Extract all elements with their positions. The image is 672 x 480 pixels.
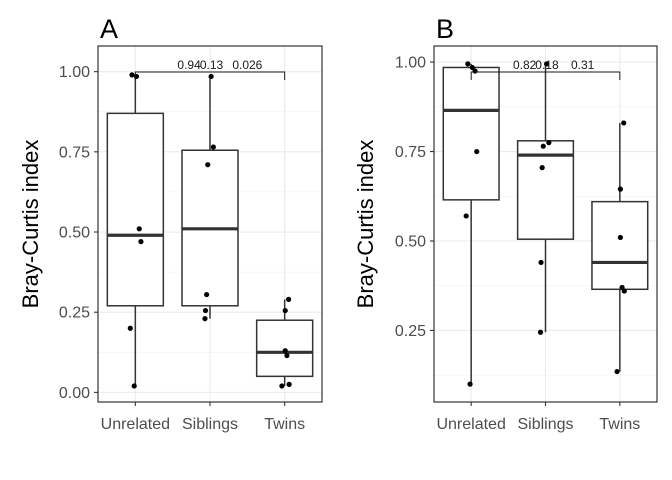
data-point [204,291,210,298]
data-point [546,140,552,146]
y-tick-label: 0.00 [59,385,90,402]
y-axis-title: Bray-Curtis index [18,140,43,309]
data-point [617,186,623,192]
x-tick-label: Unrelated [101,416,170,433]
y-tick-label: 0.50 [395,233,426,250]
data-point [133,73,140,80]
data-point [205,162,211,168]
x-tick-label: Twins [264,416,305,433]
data-point [539,165,545,171]
p-value-label: 0.026 [232,58,262,72]
y-tick-label: 1.00 [59,64,90,81]
data-point [621,288,627,294]
data-point [465,61,471,67]
data-point [202,307,209,314]
y-tick-label: 0.75 [395,144,426,161]
data-point [282,348,288,354]
x-tick-label: Siblings [182,416,238,433]
data-point [617,234,623,241]
data-point [138,239,144,245]
box-iqr [516,140,575,240]
y-tick-label: 0.25 [395,323,426,340]
data-point [279,383,285,389]
data-point [467,381,473,387]
comparison-bracket [470,71,621,80]
box-iqr [106,112,165,307]
y-tick-label: 1.00 [395,55,426,72]
data-point [129,72,135,78]
data-point [474,148,480,155]
data-point [131,383,137,389]
p-value-label: 0.31 [571,58,595,72]
y-tick-label: 0.25 [59,305,90,322]
data-point [136,226,142,232]
box-iqr [591,200,649,291]
data-point [285,296,292,302]
data-point [202,316,208,322]
y-axis-title: Bray-Curtis index [353,140,378,309]
p-value-label: 0.18 [535,58,559,72]
data-point [127,325,133,331]
x-tick-label: Unrelated [436,416,505,433]
p-value-label: 0.82 [513,58,537,72]
data-point [472,68,478,74]
data-point [469,64,475,71]
panel-tag: A [100,14,118,44]
data-point [538,259,544,266]
data-point [284,352,290,359]
box-iqr [442,66,500,201]
data-point [286,381,292,387]
data-point [210,144,216,150]
data-point [282,307,288,314]
data-point [537,329,544,335]
y-tick-label: 0.50 [59,225,90,242]
panel-tag: B [436,14,454,44]
x-tick-label: Twins [599,416,640,433]
data-point [208,73,214,80]
data-point [463,213,469,219]
y-tick-label: 0.75 [59,144,90,161]
data-point [540,143,546,149]
p-value-label: 0.13 [200,58,224,72]
x-tick-label: Siblings [517,416,573,433]
data-point [621,120,627,126]
p-value-label: 0.94 [177,58,201,72]
data-point [614,368,620,375]
comparison-bracket [134,71,286,80]
data-point [544,61,550,67]
